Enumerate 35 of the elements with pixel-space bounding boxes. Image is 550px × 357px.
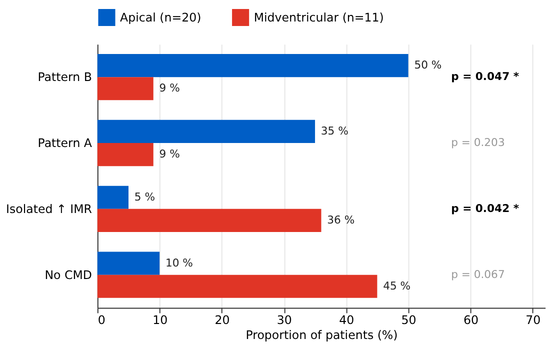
x-tick-label: 50 bbox=[401, 313, 416, 328]
data-label: 35 % bbox=[320, 124, 348, 138]
y-tick-label: Pattern B bbox=[38, 70, 92, 84]
annotation: p = 0.203 bbox=[451, 136, 505, 149]
data-label: 9 % bbox=[159, 82, 180, 95]
x-tick-label: 30 bbox=[276, 313, 292, 328]
annotation: p = 0.042 * bbox=[451, 202, 520, 215]
x-tick-label: 70 bbox=[526, 313, 541, 328]
data-label: 5 % bbox=[134, 190, 155, 204]
y-tick-label: Pattern A bbox=[38, 136, 92, 150]
x-tick-label: 0 bbox=[98, 313, 106, 328]
x-axis-title: Proportion of patients (%) bbox=[246, 328, 398, 342]
data-label: 10 % bbox=[165, 256, 193, 270]
x-tick-label: 20 bbox=[214, 313, 230, 328]
bar bbox=[97, 54, 408, 78]
bar bbox=[97, 208, 322, 232]
bar bbox=[97, 120, 316, 144]
x-tick-label: 60 bbox=[463, 313, 478, 328]
bar bbox=[97, 77, 154, 100]
bar bbox=[97, 143, 154, 166]
data-label: 50 % bbox=[414, 58, 442, 72]
legend-label: Midventricular (n=11) bbox=[254, 10, 384, 24]
legend-label: Apical (n=20) bbox=[120, 10, 202, 24]
data-label: 45 % bbox=[383, 279, 411, 292]
data-label: 36 % bbox=[327, 213, 355, 226]
bar bbox=[97, 186, 128, 209]
annotation: p = 0.067 bbox=[451, 268, 505, 281]
bar bbox=[97, 274, 378, 298]
bar bbox=[97, 252, 160, 275]
x-tick-label: 10 bbox=[152, 313, 168, 328]
y-tick-label: Isolated ↑ IMR bbox=[6, 202, 92, 216]
y-tick-label: No CMD bbox=[44, 268, 92, 282]
x-tick-label: 40 bbox=[339, 313, 354, 328]
data-label: 9 % bbox=[159, 147, 180, 160]
annotation: p = 0.047 * bbox=[451, 70, 520, 84]
